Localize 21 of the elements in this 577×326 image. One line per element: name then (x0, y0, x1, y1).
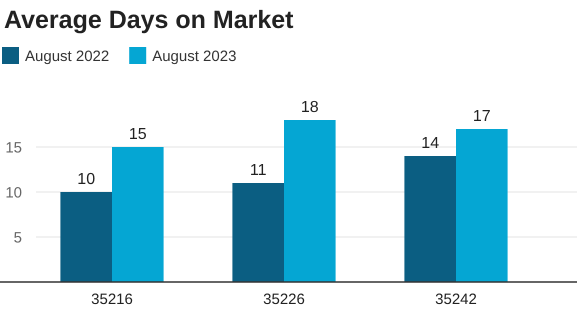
bar (232, 183, 284, 282)
data-label: 10 (77, 171, 96, 188)
data-label: 15 (128, 126, 147, 143)
x-tick-label: 35216 (91, 291, 133, 308)
x-tick-label: 35242 (435, 291, 477, 308)
legend-label: August 2022 (25, 48, 110, 65)
data-label: 18 (300, 99, 319, 116)
y-tick-label: 10 (5, 184, 22, 202)
y-tick-label: 15 (5, 139, 22, 156)
data-label: 17 (472, 108, 491, 125)
bar (284, 120, 336, 282)
x-tick-label: 35226 (263, 291, 305, 308)
y-tick-label: 5 (14, 229, 22, 246)
bar (112, 147, 164, 282)
data-label: 11 (250, 162, 267, 179)
bar (456, 129, 508, 282)
legend-label: August 2023 (152, 48, 236, 65)
chart-title: Average Days on Market (4, 6, 294, 34)
bar (60, 192, 112, 282)
data-label: 14 (421, 135, 440, 152)
bar (404, 156, 456, 282)
